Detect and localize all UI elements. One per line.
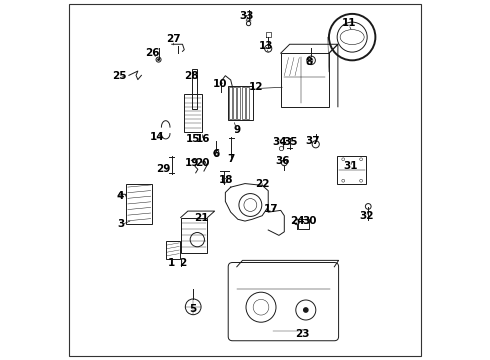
Text: 28: 28: [184, 71, 198, 81]
Text: 7: 7: [228, 154, 235, 163]
Text: 17: 17: [264, 204, 278, 214]
Text: 33: 33: [240, 11, 254, 21]
Text: 16: 16: [196, 134, 210, 144]
Text: 24: 24: [291, 216, 305, 226]
Text: 9: 9: [234, 125, 241, 135]
Text: 23: 23: [295, 329, 309, 339]
Bar: [167, 241, 180, 259]
Bar: [126, 184, 152, 224]
Bar: [246, 87, 249, 119]
Text: 29: 29: [156, 164, 171, 174]
Text: 35: 35: [284, 138, 298, 148]
Text: 34: 34: [273, 138, 287, 148]
Text: 26: 26: [145, 48, 159, 58]
Text: 22: 22: [255, 179, 270, 189]
Bar: [337, 156, 367, 184]
Text: 4: 4: [117, 191, 124, 201]
Bar: [184, 94, 202, 132]
Circle shape: [304, 308, 308, 312]
Text: 11: 11: [342, 18, 356, 28]
Text: 20: 20: [196, 158, 210, 168]
Text: 25: 25: [112, 71, 126, 81]
Text: 6: 6: [213, 149, 220, 159]
Text: 36: 36: [275, 156, 290, 166]
Bar: [193, 69, 197, 109]
Text: 2: 2: [179, 258, 186, 268]
Bar: [242, 87, 245, 119]
Text: 1: 1: [168, 258, 175, 268]
Text: 5: 5: [190, 304, 197, 314]
Text: 18: 18: [219, 175, 234, 185]
Bar: [228, 86, 252, 120]
Bar: [238, 87, 241, 119]
Text: 10: 10: [213, 78, 227, 89]
Text: 13: 13: [259, 41, 274, 51]
Bar: [233, 87, 236, 119]
Text: 31: 31: [343, 161, 358, 171]
Text: 8: 8: [306, 57, 313, 67]
Text: 12: 12: [248, 82, 263, 92]
Text: 37: 37: [306, 136, 320, 146]
Text: 15: 15: [186, 134, 200, 144]
Text: 19: 19: [185, 158, 199, 168]
Text: 27: 27: [166, 34, 181, 44]
Circle shape: [158, 59, 159, 60]
Bar: [298, 219, 309, 229]
Text: 21: 21: [194, 212, 209, 222]
Text: 14: 14: [150, 132, 165, 142]
Bar: [229, 87, 232, 119]
Bar: [181, 217, 207, 253]
Text: 30: 30: [303, 216, 317, 226]
Text: 32: 32: [359, 211, 374, 221]
Bar: [281, 53, 329, 107]
Text: 3: 3: [117, 219, 124, 229]
